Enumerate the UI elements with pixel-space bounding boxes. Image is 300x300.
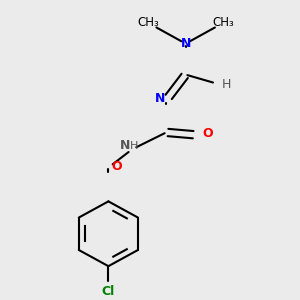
Text: N: N xyxy=(119,140,130,152)
Text: O: O xyxy=(111,160,122,173)
Text: Cl: Cl xyxy=(102,285,115,298)
Text: CH₃: CH₃ xyxy=(212,16,234,29)
Text: N: N xyxy=(154,92,165,105)
Text: H: H xyxy=(130,141,138,151)
Text: CH₃: CH₃ xyxy=(138,16,159,29)
Text: H: H xyxy=(222,78,231,91)
Text: O: O xyxy=(202,127,213,140)
Text: N: N xyxy=(181,37,191,50)
